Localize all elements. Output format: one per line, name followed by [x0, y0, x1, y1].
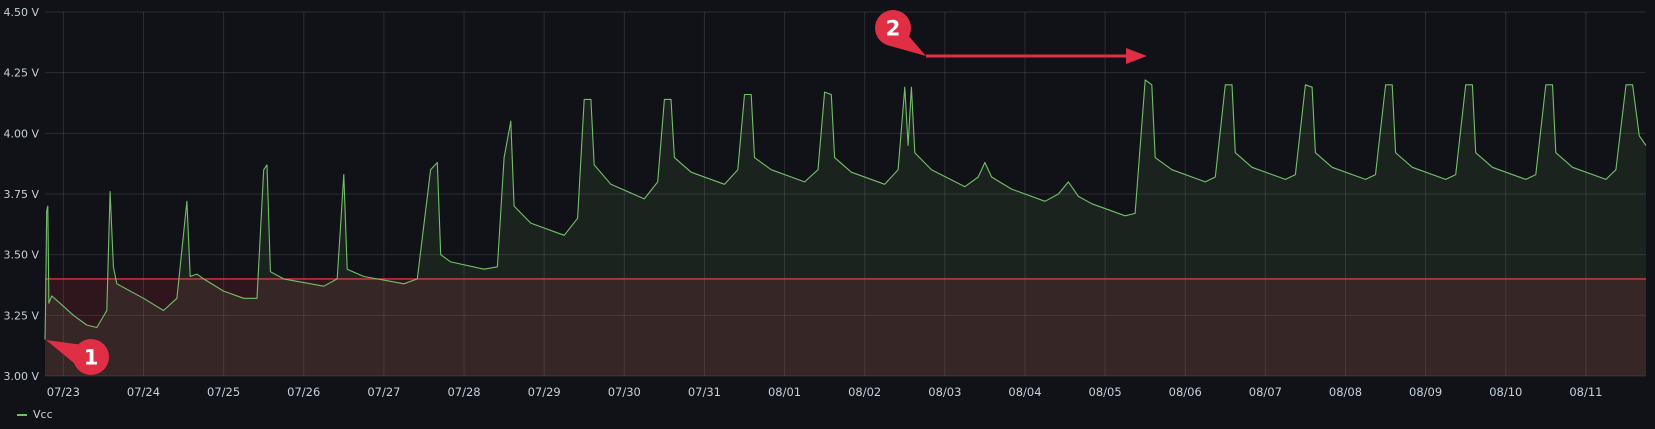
- y-tick-label: 3.50 V: [3, 249, 39, 262]
- legend[interactable]: Vcc: [17, 408, 53, 421]
- x-tick-label: 07/23: [47, 385, 80, 399]
- y-axis: 3.00 V 3.25 V 3.50 V 3.75 V 4.00 V 4.25 V 4.50…: [3, 6, 39, 383]
- legend-label: Vcc: [33, 408, 53, 421]
- x-tick-label: 07/28: [447, 385, 480, 399]
- y-tick-label: 4.50 V: [3, 6, 39, 19]
- x-tick-label: 08/01: [768, 385, 801, 399]
- x-tick-label: 07/29: [528, 385, 561, 399]
- x-tick-label: 07/27: [367, 385, 400, 399]
- y-tick-label: 3.00 V: [3, 370, 39, 383]
- legend-swatch: [17, 413, 27, 416]
- x-tick-label: 07/24: [127, 385, 160, 399]
- annotation-2-pointer: [887, 34, 926, 56]
- x-tick-label: 08/03: [928, 385, 961, 399]
- threshold-band: [45, 278, 1646, 376]
- series-line: [44, 79, 1647, 340]
- x-tick-label: 08/07: [1249, 385, 1282, 399]
- x-tick-label: 08/11: [1569, 385, 1602, 399]
- x-tick-label: 08/04: [1008, 385, 1041, 399]
- annotation-2-badge: [875, 10, 911, 46]
- x-tick-label: 08/05: [1089, 385, 1122, 399]
- annotation-1-label: 1: [84, 346, 99, 370]
- x-tick-label: 07/30: [608, 385, 641, 399]
- annotation-1-marker: 1: [46, 339, 109, 375]
- x-tick-label: 07/25: [207, 385, 240, 399]
- x-tick-label: 07/26: [287, 385, 320, 399]
- series-layer: [44, 79, 1647, 377]
- y-tick-label: 4.25 V: [3, 67, 39, 80]
- y-tick-label: 3.25 V: [3, 309, 39, 322]
- x-tick-label: 08/06: [1169, 385, 1202, 399]
- annotations: 1 2: [46, 10, 1147, 375]
- x-tick-label: 07/31: [688, 385, 721, 399]
- x-tick-label: 08/08: [1329, 385, 1362, 399]
- threshold-region: [45, 278, 1646, 376]
- x-tick-label: 08/09: [1409, 385, 1442, 399]
- annotation-2-marker: 2: [875, 10, 1147, 64]
- annotation-2-arrow-head: [1126, 48, 1147, 64]
- series-area: [45, 79, 1646, 377]
- grid: [45, 11, 1646, 377]
- y-tick-label: 3.75 V: [3, 188, 39, 201]
- annotation-2-label: 2: [886, 17, 901, 41]
- x-tick-label: 08/02: [848, 385, 881, 399]
- y-tick-label: 4.00 V: [3, 127, 39, 140]
- x-tick-label: 08/10: [1489, 385, 1522, 399]
- annotation-1-badge: [73, 339, 109, 375]
- x-axis: 07/23 07/24 07/25 07/26 07/27 07/28 07/29 07/30…: [47, 385, 1603, 399]
